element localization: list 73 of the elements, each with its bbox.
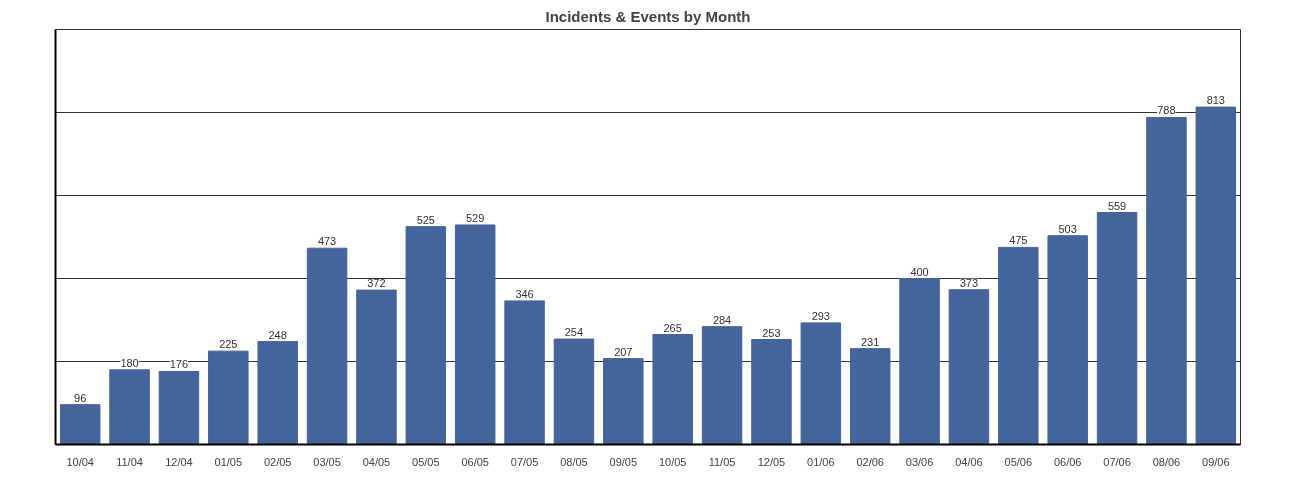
bar [948, 289, 990, 445]
x-tick-label: 09/06 [1202, 455, 1230, 468]
x-tick-label: 02/05 [263, 455, 292, 468]
data-label: 284 [712, 313, 732, 326]
data-label: 813 [1206, 94, 1225, 107]
bar [257, 341, 298, 445]
x-tick-label: 03/05 [313, 455, 341, 468]
bar [405, 226, 447, 445]
bar [109, 369, 150, 445]
x-tick-label: 07/06 [1103, 455, 1131, 468]
x-tick-label: 08/06 [1152, 455, 1181, 468]
data-label: 265 [663, 321, 682, 334]
bar [158, 370, 200, 445]
chart-title: Incidents & Events by Month [545, 7, 751, 25]
x-tick-label: 02/06 [856, 455, 884, 468]
data-label: 475 [1009, 234, 1028, 247]
x-tick-label: 05/06 [1004, 455, 1033, 468]
bar [1195, 106, 1237, 445]
data-label: 293 [811, 309, 830, 322]
bar [751, 339, 792, 445]
bar [849, 348, 891, 445]
x-tick-label: 12/05 [757, 455, 786, 468]
x-tick-label: 05/05 [412, 455, 440, 468]
data-label: 559 [1107, 199, 1127, 212]
bar [356, 289, 397, 445]
data-label: 253 [762, 326, 781, 339]
bar [899, 278, 940, 445]
data-label: 254 [564, 326, 584, 339]
x-tick-label: 04/06 [955, 455, 983, 468]
x-tick-label: 08/05 [560, 455, 588, 468]
data-label: 529 [466, 211, 485, 224]
data-label: 372 [367, 277, 386, 290]
bar [603, 358, 644, 445]
data-label: 373 [959, 276, 979, 289]
bar [306, 247, 348, 445]
data-label: 180 [120, 356, 139, 369]
data-label: 473 [317, 235, 337, 248]
bar [701, 326, 743, 445]
data-label: 176 [169, 358, 189, 371]
x-tick-label: 11/04 [116, 455, 143, 468]
x-tick-label: 01/06 [807, 455, 835, 468]
data-label: 788 [1157, 104, 1176, 117]
x-tick-label: 12/04 [165, 455, 193, 468]
data-label: 525 [416, 213, 435, 226]
bar [454, 224, 496, 445]
data-label: 231 [861, 335, 880, 348]
x-tick-label: 10/04 [66, 455, 94, 468]
bar [1096, 212, 1138, 445]
x-tick-label: 09/05 [609, 455, 638, 468]
bar [652, 334, 693, 445]
x-tick-label: 06/05 [461, 455, 489, 468]
bar [504, 300, 545, 445]
x-tick-label: 03/06 [905, 455, 934, 468]
x-tick-label: 07/05 [510, 455, 539, 468]
data-label: 503 [1058, 222, 1077, 235]
x-tick-label: 04/05 [362, 455, 391, 468]
data-label: 207 [614, 345, 633, 358]
data-label: 96 [74, 391, 87, 404]
data-label: 225 [219, 338, 238, 351]
bar [208, 350, 249, 445]
bar [1047, 235, 1088, 445]
x-tick-label: 10/05 [658, 455, 687, 468]
data-label: 400 [910, 265, 929, 278]
data-label: 346 [515, 287, 534, 300]
data-label: 248 [268, 328, 287, 341]
bar [553, 338, 595, 445]
bar [1146, 116, 1187, 445]
bar [800, 322, 842, 445]
x-tick-label: 01/05 [214, 455, 243, 468]
bar [59, 404, 101, 445]
bar [998, 246, 1039, 445]
x-tick-label: 06/06 [1053, 455, 1082, 468]
x-tick-label: 11/05 [708, 455, 736, 468]
